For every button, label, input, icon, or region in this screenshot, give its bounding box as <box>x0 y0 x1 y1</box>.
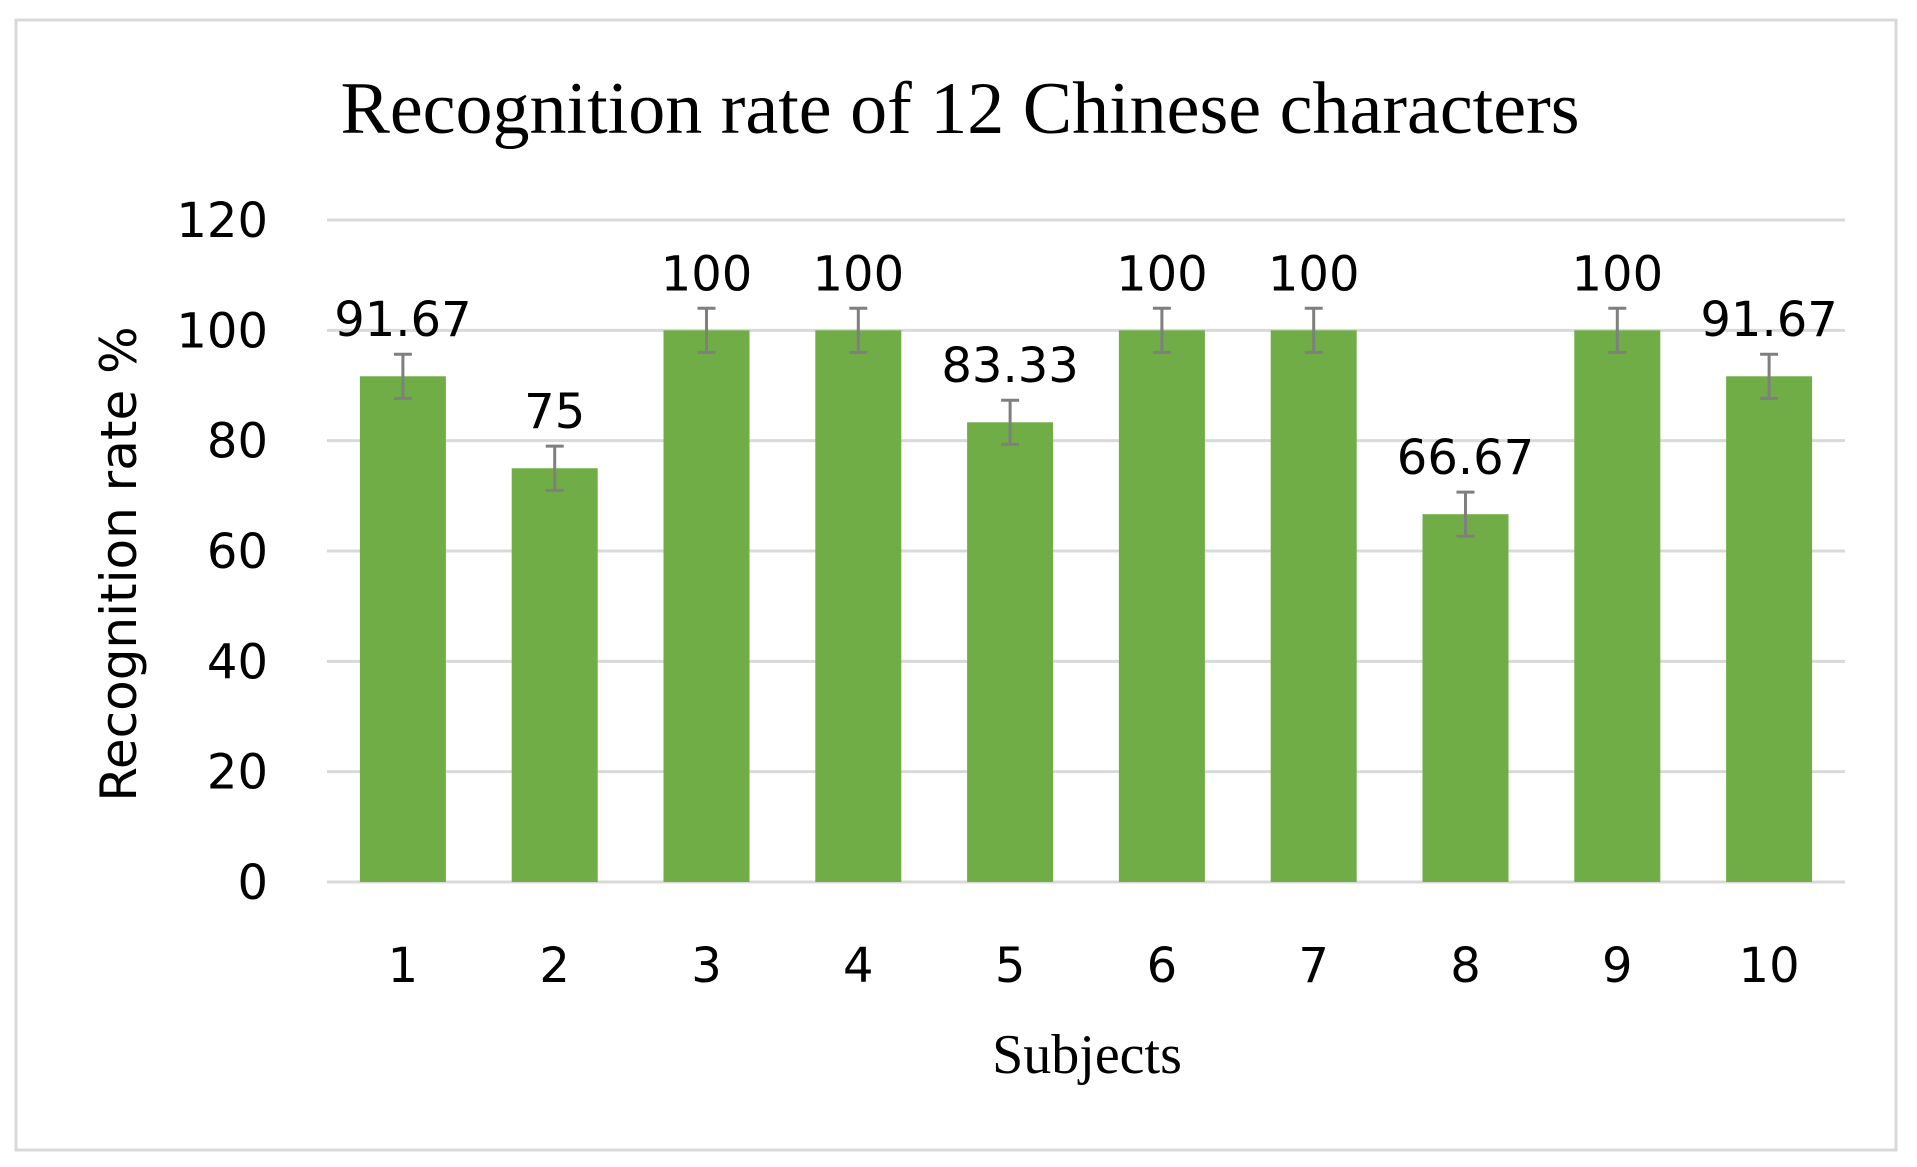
data-label: 91.67 <box>334 292 471 348</box>
bar <box>815 330 902 882</box>
data-label: 66.67 <box>1397 430 1534 486</box>
y-axis-title: Recognition rate % <box>90 326 148 801</box>
y-tick-label: 0 <box>237 855 268 911</box>
y-tick-label: 80 <box>207 414 268 470</box>
y-tick-label: 60 <box>207 524 268 580</box>
error-bar <box>393 352 412 400</box>
chart-title: Recognition rate of 12 Chinese character… <box>340 68 1579 150</box>
bar <box>1574 330 1661 882</box>
x-tick-label: 1 <box>388 938 419 994</box>
bar <box>511 468 598 882</box>
error-bar <box>1304 306 1323 354</box>
error-bar <box>1001 398 1020 446</box>
error-bar <box>849 306 868 354</box>
data-label: 83.33 <box>941 338 1078 394</box>
error-bar <box>545 444 564 492</box>
x-tick-label: 4 <box>843 938 874 994</box>
error-bars <box>393 306 1779 538</box>
y-tick-label: 20 <box>207 745 268 801</box>
data-label: 100 <box>1268 246 1360 302</box>
bar <box>1726 376 1813 882</box>
x-tick-label: 9 <box>1602 938 1633 994</box>
data-label: 91.67 <box>1700 292 1837 348</box>
data-label: 100 <box>1116 246 1208 302</box>
error-bar <box>1760 352 1779 400</box>
x-tick-label: 10 <box>1739 938 1800 994</box>
bar <box>663 330 750 882</box>
bars <box>359 330 1813 882</box>
bar <box>1270 330 1357 882</box>
error-bar <box>1456 490 1475 538</box>
data-labels: 91.67 75 100 100 83.33 100 100 66.67 100 91.67 <box>334 246 1838 486</box>
x-axis-title: Subjects <box>992 1024 1182 1086</box>
x-axis-ticks: 1 2 3 4 5 6 7 8 9 10 <box>388 938 1800 994</box>
y-tick-label: 100 <box>176 303 268 359</box>
bar <box>359 376 446 882</box>
bar <box>1118 330 1205 882</box>
x-tick-label: 8 <box>1450 938 1481 994</box>
data-label: 75 <box>524 384 585 440</box>
data-label: 100 <box>812 246 904 302</box>
x-tick-label: 2 <box>539 938 570 994</box>
y-tick-label: 120 <box>176 193 268 249</box>
x-tick-label: 5 <box>995 938 1026 994</box>
error-bar <box>1608 306 1627 354</box>
data-label: 100 <box>1571 246 1663 302</box>
data-label: 100 <box>661 246 753 302</box>
error-bar <box>1152 306 1171 354</box>
error-bar <box>697 306 716 354</box>
bar <box>967 422 1054 882</box>
x-tick-label: 3 <box>691 938 722 994</box>
y-tick-label: 40 <box>207 634 268 690</box>
y-axis-ticks: 0 20 40 60 80 100 120 <box>176 193 268 911</box>
bar <box>1422 514 1509 882</box>
x-tick-label: 6 <box>1147 938 1178 994</box>
x-tick-label: 7 <box>1298 938 1329 994</box>
